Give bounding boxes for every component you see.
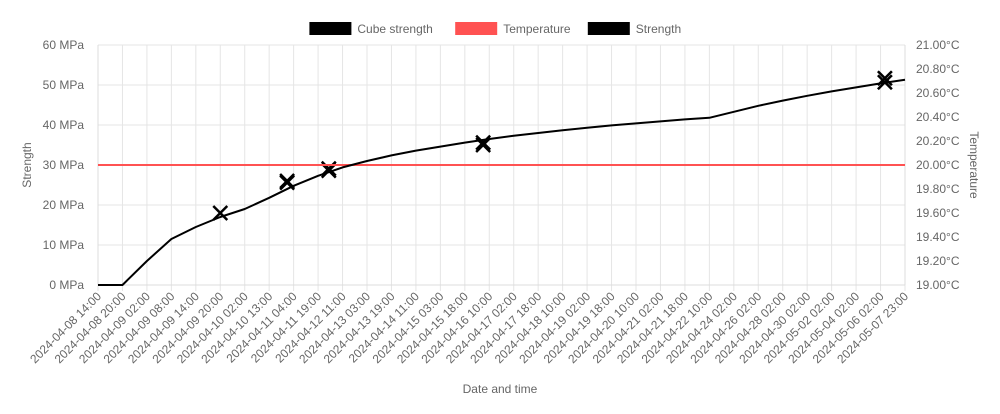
y-axis-right-title: Temperature bbox=[967, 131, 981, 199]
legend-swatch bbox=[309, 22, 352, 35]
y-left-tick-label: 0 MPa bbox=[49, 278, 84, 292]
y-right-tick-label: 20.00°C bbox=[916, 158, 960, 172]
legend-item-temperature[interactable]: Temperature bbox=[455, 22, 571, 36]
y-right-tick-label: 19.00°C bbox=[916, 278, 960, 292]
y-right-tick-label: 20.20°C bbox=[916, 134, 960, 148]
y-left-tick-label: 60 MPa bbox=[43, 38, 85, 52]
y-left-tick-label: 20 MPa bbox=[43, 198, 85, 212]
y-right-tick-label: 19.20°C bbox=[916, 254, 960, 268]
legend-item-strength[interactable]: Strength bbox=[587, 22, 681, 36]
y-left-tick-label: 50 MPa bbox=[43, 78, 85, 92]
y-right-tick-label: 20.40°C bbox=[916, 110, 960, 124]
y-left-tick-label: 10 MPa bbox=[43, 238, 85, 252]
y-right-tick-label: 21.00°C bbox=[916, 38, 960, 52]
y-axis-left-title: Strength bbox=[20, 142, 34, 187]
series-line-strength bbox=[98, 78, 906, 286]
legend-swatch bbox=[587, 22, 630, 35]
y-right-tick-label: 19.80°C bbox=[916, 182, 960, 196]
y-left-tick-label: 30 MPa bbox=[43, 158, 85, 172]
y-right-tick-label: 20.80°C bbox=[916, 62, 960, 76]
legend-item-cube-strength[interactable]: Cube strength bbox=[309, 22, 433, 36]
series-layer bbox=[98, 70, 906, 286]
legend-label: Cube strength bbox=[357, 22, 432, 36]
legend-label: Strength bbox=[636, 22, 681, 36]
grid-layer bbox=[97, 44, 906, 291]
legend-label: Temperature bbox=[503, 22, 571, 36]
y-right-tick-label: 20.60°C bbox=[916, 86, 960, 100]
y-right-tick-label: 19.60°C bbox=[916, 206, 960, 220]
cube-strength-marker[interactable] bbox=[212, 205, 229, 221]
axis-layer: 0 MPa 10 MPa 20 MPa 30 MPa 40 MPa 50 MPa 60 MP… bbox=[27, 38, 960, 366]
y-right-tick-label: 19.40°C bbox=[916, 230, 960, 244]
legend-swatch bbox=[455, 22, 498, 35]
legend[interactable]: Cube strength Temperature Strength bbox=[309, 22, 681, 36]
x-axis-title: Date and time bbox=[463, 382, 538, 396]
y-left-tick-label: 40 MPa bbox=[43, 118, 85, 132]
cube-strength-marker[interactable] bbox=[475, 134, 492, 151]
